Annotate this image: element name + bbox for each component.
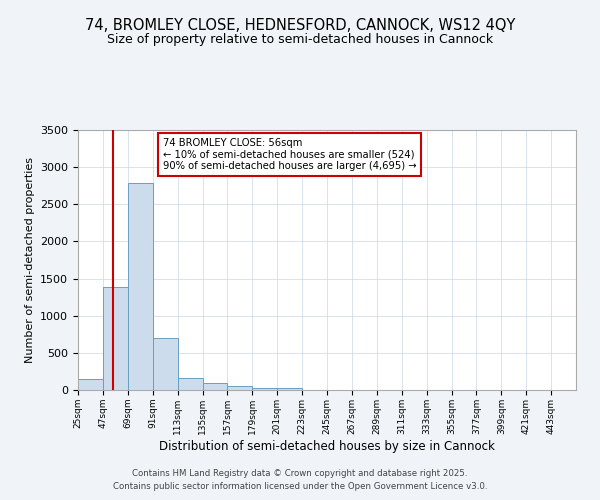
Text: 74, BROMLEY CLOSE, HEDNESFORD, CANNOCK, WS12 4QY: 74, BROMLEY CLOSE, HEDNESFORD, CANNOCK, …: [85, 18, 515, 32]
Bar: [78, 379, 103, 390]
Text: Contains public sector information licensed under the Open Government Licence v3: Contains public sector information licen…: [113, 482, 487, 491]
Bar: [277, 388, 302, 390]
Text: Size of property relative to semi-detached houses in Cannock: Size of property relative to semi-detach…: [107, 32, 493, 46]
Text: Contains HM Land Registry data © Crown copyright and database right 2025.: Contains HM Land Registry data © Crown c…: [132, 468, 468, 477]
Bar: [103, 286, 128, 390]
Bar: [253, 388, 277, 390]
Text: 74 BROMLEY CLOSE: 56sqm
← 10% of semi-detached houses are smaller (524)
90% of s: 74 BROMLEY CLOSE: 56sqm ← 10% of semi-de…: [163, 138, 416, 171]
Bar: [178, 378, 203, 390]
Bar: [227, 386, 252, 390]
X-axis label: Distribution of semi-detached houses by size in Cannock: Distribution of semi-detached houses by …: [159, 440, 495, 452]
Y-axis label: Number of semi-detached properties: Number of semi-detached properties: [25, 157, 35, 363]
Bar: [128, 184, 152, 390]
Bar: [203, 384, 227, 390]
Bar: [152, 338, 178, 390]
